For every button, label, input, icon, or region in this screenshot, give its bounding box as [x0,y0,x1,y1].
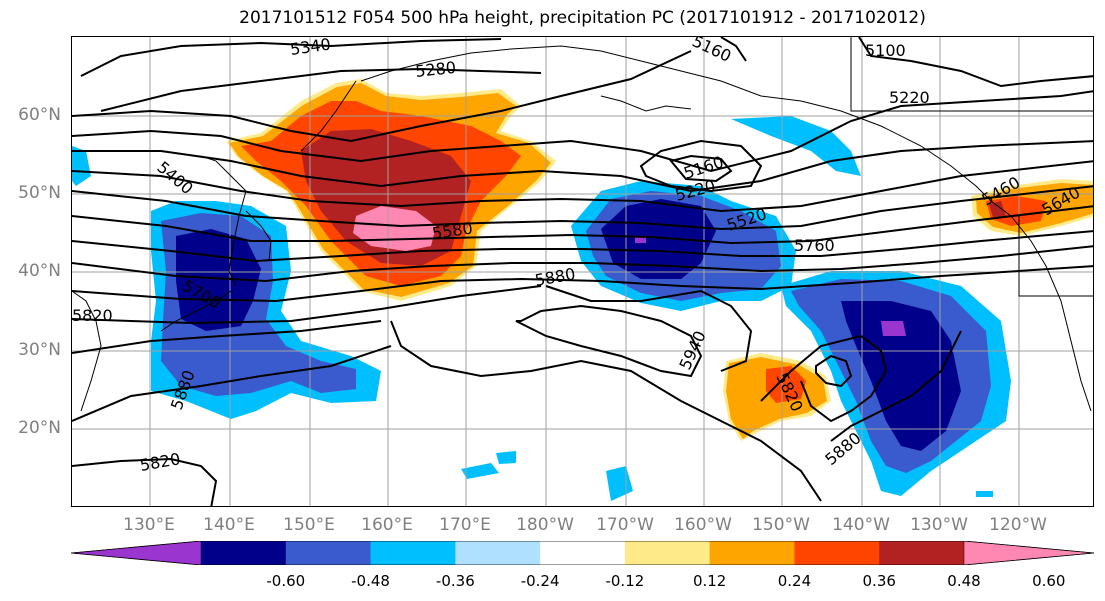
shade-japan-west [72,146,91,186]
lon-label: 140°W [832,515,890,535]
colorbar-segment [709,541,795,565]
colorbar-tick-label: -0.12 [605,572,645,590]
lon-label: 170°E [439,515,491,535]
colorbar-segment [455,541,541,565]
colorbar-segment [370,541,456,565]
map-panel[interactable]: 5340 5280 5160 5100 5220 5400 5580 5220 … [71,36,1094,507]
colorbar-tick-label: -0.48 [351,572,390,590]
shade-small-3 [976,491,993,497]
colorbar-segment [285,541,372,565]
map-title: 2017101512 F054 500 hPa height, precipit… [239,8,926,28]
shade-east-dark [841,301,961,451]
graticule [72,37,1093,506]
contour-label: 5940 [675,328,709,373]
colorbar-segment [879,541,965,565]
lon-label: 170°W [596,515,654,535]
lon-label: 130°W [910,515,968,535]
lon-label: 160°E [361,515,413,535]
shade-pnw-darkred [989,201,1006,217]
contour-label: 5100 [865,41,906,60]
contour-label: 5820 [72,306,113,325]
lat-label: 60°N [18,105,61,125]
colorbar-extension-low [71,541,202,565]
lat-label: 20°N [18,418,61,438]
colorbar-tick-label: -0.60 [266,572,306,590]
colorbar-segment [794,541,880,565]
shade-small-4 [461,463,499,479]
contour-label: 5340 [289,37,332,59]
lon-label: 140°E [203,515,255,535]
colorbar-segment [540,541,626,565]
colorbar-tick-label: -0.24 [520,572,560,590]
shade-small-1 [606,466,633,501]
lon-label: 120°W [989,515,1047,535]
colorbar-tick-label: -0.36 [435,572,475,590]
lon-label: 150°E [283,515,335,535]
colorbar-tick-label: 0.60 [1032,572,1066,590]
contour-label: 5280 [414,58,456,81]
colorbar-tick-label: 0.48 [947,572,981,590]
colorbar-segment [201,541,287,565]
lon-label: 160°W [674,515,732,535]
lat-label: 50°N [18,183,61,203]
contour-label: 5760 [794,236,835,255]
contour-label: 5880 [533,264,576,290]
shade-central-purple [635,237,646,243]
contour-label: 5820 [138,449,181,475]
shade-east-purple [881,321,906,336]
colorbar-segment [624,541,711,565]
lat-label: 30°N [18,340,61,360]
height-contours [72,37,1093,506]
colorbar [71,541,1094,565]
lon-label: 130°E [123,515,175,535]
shade-central-dark [601,199,716,279]
lon-label: 180°W [516,515,574,535]
map-canvas: 5340 5280 5160 5100 5220 5400 5580 5220 … [72,37,1093,506]
contour-label: 5220 [889,88,930,107]
colorbar-tick-label: 0.24 [777,572,812,590]
lon-label: 150°W [752,515,810,535]
contour-label: 5400 [153,158,196,199]
colorbar-tick-label: 0.12 [692,572,727,590]
colorbar-segments [71,541,1094,565]
coastlines [72,37,1093,412]
shade-small-2 [496,451,516,464]
colorbar-extension-high [963,541,1094,565]
shade-sub-red [766,366,806,403]
lat-label: 40°N [18,261,61,281]
colorbar-tick-label: 0.36 [862,572,896,590]
